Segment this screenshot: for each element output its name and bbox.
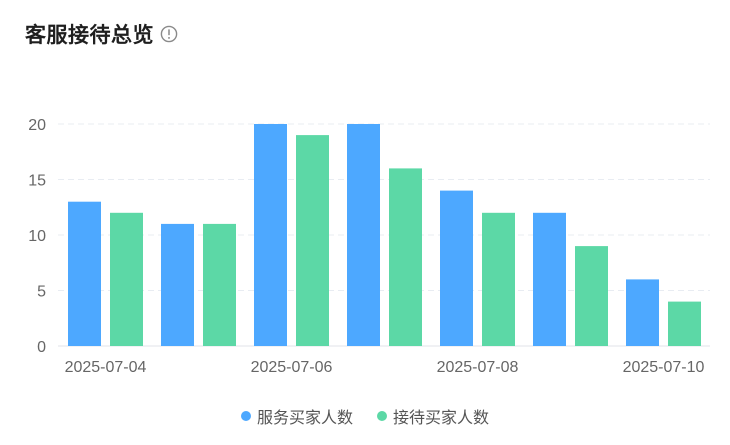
x-tick-label: 2025-07-06 bbox=[251, 359, 333, 376]
bar-service-2025-07-08[interactable] bbox=[440, 190, 473, 346]
legend-item-reception-buyers[interactable]: 接待买家人数 bbox=[377, 404, 489, 428]
legend-marker bbox=[377, 411, 387, 421]
info-circle-icon[interactable] bbox=[160, 25, 178, 43]
bar-chart: 0 5 10 15 20 2025-07-04 2025-07-06 2025-07-08 20… bbox=[28, 117, 710, 376]
legend-item-service-buyers[interactable]: 服务买家人数 bbox=[240, 404, 353, 428]
bar-service-2025-07-04[interactable] bbox=[68, 201, 101, 346]
bar-reception-2025-07-10[interactable] bbox=[668, 301, 701, 346]
legend-label: 服务买家人数 bbox=[256, 408, 353, 427]
bar-reception-2025-07-04[interactable] bbox=[110, 212, 143, 346]
chart-legend: 服务买家人数 接待买家人数 bbox=[0, 404, 730, 428]
bar-reception-2025-07-06[interactable] bbox=[296, 135, 329, 346]
legend-label: 接待买家人数 bbox=[393, 408, 490, 427]
y-tick-label: 20 bbox=[28, 117, 46, 134]
chart-title: 客服接待总览 bbox=[25, 23, 154, 47]
bar-reception-2025-07-09[interactable] bbox=[575, 246, 608, 346]
y-tick-label: 0 bbox=[37, 339, 46, 356]
x-tick-label: 2025-07-10 bbox=[623, 359, 705, 376]
bar-service-2025-07-06[interactable] bbox=[254, 124, 287, 346]
x-tick-label: 2025-07-08 bbox=[437, 359, 519, 376]
bar-reception-2025-07-07[interactable] bbox=[389, 168, 422, 346]
bar-service-2025-07-10[interactable] bbox=[626, 279, 659, 346]
bar-service-2025-07-09[interactable] bbox=[533, 212, 566, 346]
y-tick-label: 10 bbox=[28, 228, 46, 245]
bar-reception-2025-07-05[interactable] bbox=[203, 223, 236, 346]
bar-service-2025-07-07[interactable] bbox=[347, 124, 380, 346]
legend-marker bbox=[240, 411, 251, 421]
y-tick-label: 15 bbox=[28, 173, 46, 190]
bar-reception-2025-07-08[interactable] bbox=[482, 212, 515, 346]
y-tick-label: 5 bbox=[37, 284, 46, 301]
chart-header: 客服接待总览 bbox=[25, 18, 178, 50]
bar-service-2025-07-05[interactable] bbox=[161, 223, 194, 346]
x-tick-label: 2025-07-04 bbox=[65, 359, 147, 376]
